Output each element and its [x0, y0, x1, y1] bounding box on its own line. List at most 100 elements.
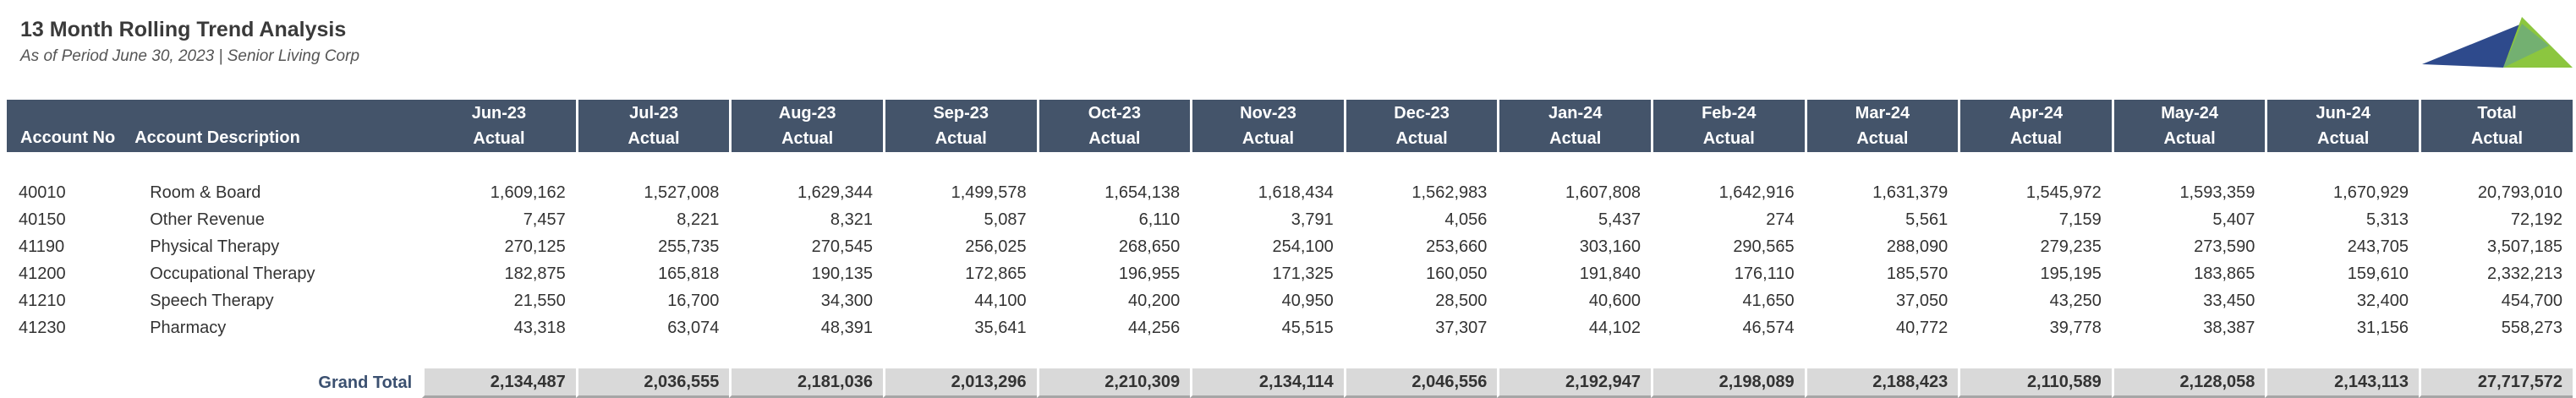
grand-total-cell: 2,013,296 [882, 368, 1037, 398]
value-cell: 279,235 [2040, 237, 2102, 256]
value-cell: 38,387 [2203, 318, 2255, 337]
value-cell: 5,437 [1598, 210, 1641, 229]
value-cell: 34,300 [820, 291, 873, 310]
header-col-sep-23: Sep-23 Actual [882, 100, 1037, 152]
header-period: Total [2477, 104, 2517, 123]
header-col-jun-23: Jun-23 Actual [422, 100, 576, 152]
grand-total-cell: 2,128,058 [2111, 368, 2266, 398]
header-col-total: Total Actual [2419, 100, 2573, 152]
table-row: 40010 Room & Board 1,609,162 1,527,008 1,629… [7, 179, 2573, 206]
grand-total-cell: 2,134,114 [1190, 368, 1344, 398]
value-cell: 171,325 [1272, 264, 1334, 283]
value-cell: 254,100 [1272, 237, 1334, 256]
account-description: Speech Therapy [150, 291, 274, 310]
value-cell: 39,778 [2049, 318, 2102, 337]
header-type: Actual [473, 129, 525, 148]
value-cell: 35,641 [974, 318, 1027, 337]
value-cell: 1,562,983 [1411, 183, 1488, 202]
header-col-jun-24: Jun-24 Actual [2265, 100, 2420, 152]
account-description: Physical Therapy [150, 237, 280, 256]
value-cell: 176,110 [1734, 264, 1795, 283]
header-col-mar-24: Mar-24 Actual [1804, 100, 1959, 152]
value-cell: 183,865 [2194, 264, 2255, 283]
grand-total-cell: 2,143,113 [2265, 368, 2420, 398]
account-no: 41190 [19, 237, 65, 256]
header-period: Sep-23 [933, 104, 989, 123]
value-cell: 191,840 [1579, 264, 1641, 283]
value-cell: 40,200 [1128, 291, 1181, 310]
header-type: Actual [1088, 129, 1141, 148]
value-cell: 243,705 [2347, 237, 2409, 256]
value-cell: 255,735 [658, 237, 720, 256]
header-row: Account No Account Description Jun-23 Act… [7, 100, 2573, 152]
header-type: Actual [934, 129, 987, 148]
value-cell: 21,550 [513, 291, 566, 310]
table-row: 41190 Physical Therapy 270,125 255,735 270,5… [7, 233, 2573, 260]
value-cell: 1,618,434 [1258, 183, 1334, 202]
header-period: Apr-24 [2009, 104, 2064, 123]
value-cell: 256,025 [965, 237, 1027, 256]
logo-blue-triangle [2422, 24, 2522, 68]
header-col-may-24: May-24 Actual [2111, 100, 2266, 152]
value-cell: 6,110 [1138, 210, 1181, 229]
header-period: Jun-24 [2316, 104, 2370, 123]
report-subtitle: As of Period June 30, 2023 | Senior Livi… [20, 46, 360, 65]
table-row: 41200 Occupational Therapy 182,875 165,818 1… [7, 260, 2573, 287]
header-col-jul-23: Jul-23 Actual [575, 100, 730, 152]
trend-table: Account No Account Description Jun-23 Act… [7, 100, 2573, 398]
value-cell: 196,955 [1118, 264, 1181, 283]
value-cell: 290,565 [1733, 237, 1795, 256]
value-cell: 1,670,929 [2333, 183, 2409, 202]
account-no: 40150 [19, 210, 66, 229]
value-cell: 159,610 [2347, 264, 2409, 283]
header-col-feb-24: Feb-24 Actual [1651, 100, 1805, 152]
value-cell: 5,561 [1905, 210, 1948, 229]
header-period: Jul-23 [629, 104, 678, 123]
header-type: Actual [1702, 129, 1755, 148]
header-period: Nov-23 [1240, 104, 1296, 123]
value-cell: 1,607,808 [1565, 183, 1641, 202]
header-account-no: Account No [7, 100, 125, 152]
header-col-oct-23: Oct-23 Actual [1036, 100, 1191, 152]
value-cell: 43,318 [513, 318, 566, 337]
header-account-description: Account Description [124, 100, 423, 152]
grand-total-cell: 2,198,089 [1651, 368, 1805, 398]
value-cell: 8,221 [677, 210, 720, 229]
header-type: Actual [1241, 129, 1295, 148]
grand-total-row: Grand Total 2,134,487 2,036,555 2,181,036 2,… [7, 368, 2573, 398]
value-cell: 195,195 [2040, 264, 2102, 283]
grand-total-cell: 2,181,036 [729, 368, 883, 398]
value-cell: 8,321 [830, 210, 873, 229]
header-type: Actual [1395, 129, 1448, 148]
value-cell: 32,400 [2356, 291, 2409, 310]
value-cell: 4,056 [1444, 210, 1488, 229]
value-cell: 5,313 [2365, 210, 2409, 229]
value-cell: 190,135 [811, 264, 873, 283]
account-description: Occupational Therapy [150, 264, 315, 283]
value-cell: 165,818 [658, 264, 720, 283]
value-cell: 31,156 [2356, 318, 2409, 337]
value-cell: 160,050 [1426, 264, 1488, 283]
value-cell: 48,391 [820, 318, 873, 337]
header-col-nov-23: Nov-23 Actual [1190, 100, 1344, 152]
header-type: Actual [628, 129, 680, 148]
header-period: Oct-23 [1088, 104, 1141, 123]
account-description: Other Revenue [150, 210, 265, 229]
grand-total-cell: 2,192,947 [1497, 368, 1651, 398]
account-description: Pharmacy [150, 318, 227, 337]
header-type: Actual [2009, 129, 2063, 148]
header-period: Jan-24 [1548, 104, 1603, 123]
value-cell: 37,307 [1435, 318, 1488, 337]
header-col-dec-23: Dec-23 Actual [1343, 100, 1498, 152]
header-type: Actual [1549, 129, 1602, 148]
value-cell: 2,332,213 [2487, 264, 2562, 283]
value-cell: 40,600 [1588, 291, 1641, 310]
logo-overlap-shape [2503, 24, 2549, 68]
value-cell: 303,160 [1579, 237, 1641, 256]
value-cell: 253,660 [1426, 237, 1488, 256]
table-row: 40150 Other Revenue 7,457 8,221 8,321 5,087 6,… [7, 206, 2573, 233]
header-period: Feb-24 [1702, 104, 1757, 123]
value-cell: 7,159 [2058, 210, 2102, 229]
value-cell: 45,515 [1281, 318, 1334, 337]
header-col-apr-24: Apr-24 Actual [1958, 100, 2112, 152]
